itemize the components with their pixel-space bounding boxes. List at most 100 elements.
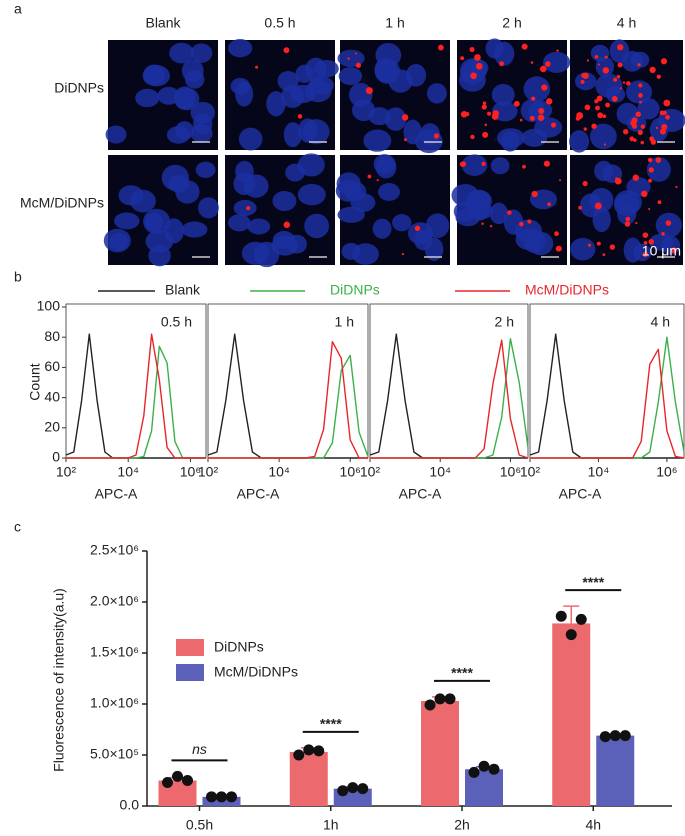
y-tick-label: 2.5×10⁶ — [90, 542, 139, 558]
red-signal — [635, 111, 641, 117]
nucleus — [247, 218, 271, 235]
red-signal — [576, 112, 584, 120]
red-signal — [641, 190, 648, 198]
red-signal — [670, 247, 677, 254]
red-signal — [545, 61, 551, 67]
red-signal — [624, 221, 631, 227]
red-signal — [617, 44, 624, 51]
red-signal — [530, 61, 534, 64]
red-signal — [604, 55, 608, 59]
nucleus — [590, 123, 617, 150]
red-signal — [404, 138, 407, 142]
red-signal — [522, 164, 526, 169]
replicate-point — [444, 693, 456, 705]
micrograph — [569, 39, 685, 153]
replicate-point — [182, 775, 193, 786]
red-signal — [481, 161, 486, 167]
nucleus — [297, 153, 325, 177]
replicate-point — [599, 731, 611, 743]
red-signal — [609, 244, 616, 250]
red-signal — [529, 115, 535, 121]
nucleus — [375, 155, 397, 179]
replicate-point — [575, 613, 587, 625]
red-signal — [595, 105, 600, 111]
red-signal — [355, 62, 362, 68]
red-signal — [633, 138, 637, 142]
nucleus — [542, 51, 571, 73]
red-signal — [591, 123, 597, 129]
nucleus — [243, 174, 269, 198]
replicate-point — [226, 791, 237, 803]
red-signal — [665, 220, 672, 226]
red-signal — [460, 56, 465, 61]
panel-label: a — [14, 1, 22, 17]
histogram-line — [208, 354, 369, 459]
red-signal — [642, 251, 649, 258]
red-signal — [594, 202, 602, 210]
red-signal — [639, 100, 642, 104]
x-axis-label: APC-A — [399, 486, 442, 502]
nucleus — [384, 107, 407, 131]
column-label: 4 h — [617, 15, 636, 31]
micrograph — [103, 155, 219, 267]
nucleus — [233, 199, 257, 217]
red-signal — [629, 136, 635, 142]
red-signal — [578, 205, 582, 210]
nucleus — [490, 157, 510, 175]
histogram-line — [65, 333, 206, 459]
red-signal — [656, 74, 661, 79]
red-signal — [283, 47, 290, 54]
red-signal — [531, 96, 536, 101]
row-label: DiDNPs — [54, 80, 104, 96]
red-signal — [583, 127, 587, 131]
red-signal — [597, 112, 604, 119]
red-signal — [597, 63, 600, 66]
replicate-point — [347, 782, 359, 794]
nucleus — [459, 68, 486, 92]
nucleus — [135, 88, 160, 108]
histogram-line — [66, 333, 206, 459]
red-signal — [663, 99, 671, 107]
replicate-point — [206, 791, 217, 803]
nucleus — [198, 197, 219, 219]
legend-swatch — [176, 664, 204, 681]
micrograph — [451, 154, 567, 265]
red-signal — [376, 179, 379, 182]
nucleus — [336, 172, 361, 195]
nucleus — [491, 83, 515, 106]
red-signal — [554, 231, 559, 237]
red-signal — [648, 178, 653, 183]
nucleus — [161, 164, 190, 191]
nucleus — [148, 244, 171, 267]
nucleus — [272, 190, 297, 212]
nucleus — [455, 208, 481, 227]
red-signal — [470, 72, 477, 80]
red-signal — [354, 52, 357, 55]
red-signal — [489, 224, 493, 228]
red-signal — [581, 73, 587, 79]
y-tick-label: 80 — [44, 328, 60, 344]
red-signal — [640, 124, 645, 129]
red-signal — [465, 112, 470, 117]
nucleus — [528, 231, 554, 256]
nucleus — [637, 98, 660, 120]
replicate-point — [313, 745, 325, 757]
replicate-point — [488, 763, 500, 775]
red-signal — [659, 128, 666, 135]
red-signal — [611, 95, 618, 102]
red-signal — [437, 44, 444, 51]
red-signal — [540, 65, 547, 73]
nucleus — [609, 39, 630, 63]
nucleus — [590, 44, 610, 62]
red-signal — [622, 81, 626, 84]
nucleus — [574, 72, 597, 91]
histogram-line — [66, 345, 206, 459]
nucleus — [461, 154, 488, 177]
x-tick-label: 10² — [56, 464, 77, 480]
red-signal — [659, 110, 665, 116]
nucleus — [181, 221, 208, 238]
nucleus — [164, 218, 184, 244]
red-signal — [582, 180, 588, 187]
red-signal — [555, 245, 562, 252]
micrograph — [570, 155, 683, 265]
